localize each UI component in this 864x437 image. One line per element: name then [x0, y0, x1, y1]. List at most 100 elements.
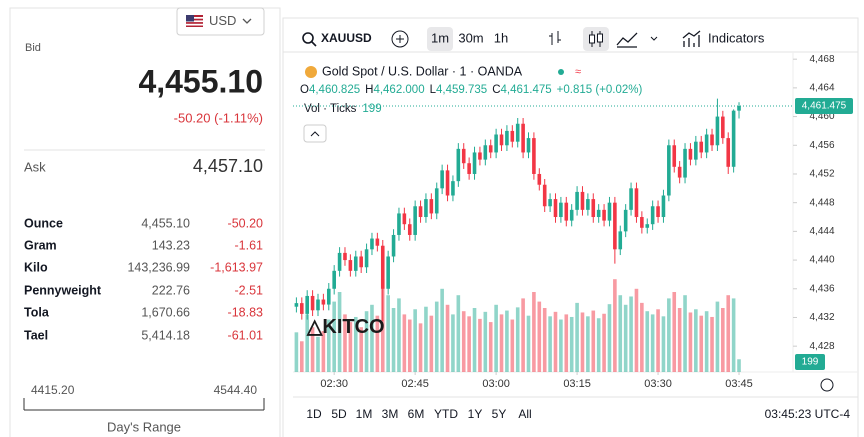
ohlc-key: L — [430, 84, 437, 96]
volume-bar — [737, 359, 741, 372]
symbol[interactable]: XAUUSD — [321, 31, 372, 45]
candle-body — [418, 206, 423, 218]
candle-body — [688, 148, 693, 160]
plus-icon — [396, 35, 404, 43]
volume-bar — [688, 312, 693, 372]
watermark-text: KITCO — [322, 316, 384, 338]
volume-bar — [418, 323, 423, 372]
volume-bar — [596, 318, 601, 372]
x-tick-label: 02:30 — [320, 378, 348, 390]
watermark-logo: △ — [306, 316, 323, 338]
range-bar — [23, 398, 265, 411]
chart-type-active[interactable] — [583, 27, 609, 51]
volume-bar — [353, 316, 358, 372]
candle-body — [526, 138, 531, 153]
currency-select[interactable] — [176, 7, 265, 36]
symbol-logo — [305, 66, 317, 78]
bid-label: Bid — [25, 42, 41, 54]
range-button[interactable]: 3M — [382, 407, 399, 421]
interval[interactable]: 30m — [458, 30, 483, 45]
range-button[interactable]: YTD — [434, 407, 458, 421]
area-icon[interactable] — [616, 32, 638, 48]
range-button[interactable]: 6M — [408, 407, 425, 421]
bid: 4,455.10 — [138, 63, 263, 99]
interval[interactable]: 1m — [431, 30, 449, 45]
volume-bar — [694, 309, 698, 372]
candle-body — [510, 130, 515, 142]
candle-body — [564, 202, 569, 221]
compare-button[interactable] — [391, 30, 409, 48]
candle-body — [359, 256, 363, 268]
range-button[interactable]: All — [518, 407, 531, 421]
indicators-button[interactable]: Indicators — [708, 30, 765, 45]
unit-name: Tola — [24, 305, 50, 319]
volume-bar — [483, 311, 488, 372]
y-tick-label: 4,428 — [809, 341, 834, 352]
chevron[interactable] — [650, 36, 658, 41]
unit-price: 5,414.18 — [141, 328, 190, 342]
volume-bar — [526, 315, 531, 372]
candle-icon — [597, 33, 603, 43]
interval[interactable]: 1h — [494, 30, 508, 45]
collapse-button[interactable] — [303, 124, 327, 143]
candle-body — [451, 181, 455, 196]
range-button[interactable]: 1D — [306, 407, 322, 421]
range-button[interactable]: 1Y — [468, 407, 483, 421]
x-tick-label: 02:45 — [401, 378, 429, 390]
candle-body — [445, 170, 450, 196]
volume-bar — [310, 327, 315, 372]
volume-legend: Vol · Ticks 199 — [304, 103, 382, 115]
chevron — [242, 18, 252, 24]
y-tick-label: 4,452 — [809, 169, 834, 180]
range-button[interactable]: 5Y — [492, 407, 507, 421]
volume-bar — [370, 304, 374, 372]
ohlc-value: 4,460.825 — [309, 84, 360, 96]
candle-body — [548, 199, 552, 207]
candle-body — [407, 224, 412, 235]
volume-bar — [505, 310, 509, 372]
ohlc-value: 4,462.000 — [373, 84, 424, 96]
volume-bar — [548, 316, 552, 372]
settings-button[interactable] — [820, 378, 834, 392]
candle-body — [310, 295, 315, 311]
candle-body — [726, 138, 731, 167]
candle-body — [618, 231, 623, 250]
volume-bar — [710, 316, 714, 372]
change: -50.20 (-1.11%) — [174, 110, 263, 125]
ohlc-change: +0.815 (+0.02%) — [557, 84, 643, 96]
candle-body — [316, 299, 320, 311]
candle-body — [656, 206, 660, 218]
candle-body — [537, 173, 542, 185]
clock: 03:45:23 UTC-4 — [765, 407, 851, 421]
range-button[interactable]: 1M — [356, 407, 373, 421]
y-tick-label: 4,440 — [809, 255, 834, 266]
currency: USD — [209, 13, 236, 28]
candle-body — [472, 152, 477, 174]
candle-body — [672, 145, 677, 167]
volume-value: 199 — [362, 103, 381, 115]
indicators-icon[interactable] — [682, 30, 701, 47]
unit-price: 143,236.99 — [127, 260, 190, 274]
volume-bar — [424, 306, 428, 372]
volume-bar — [634, 288, 639, 372]
ask: 4,457.10 — [193, 156, 263, 176]
unit-name: Gram — [24, 238, 57, 252]
candle-body — [575, 191, 579, 210]
candle-body — [429, 199, 434, 214]
unit-change: -1.61 — [235, 238, 264, 252]
volume-bar — [618, 295, 623, 372]
y-tick-label: 4,468 — [809, 54, 834, 65]
candle-body — [591, 199, 596, 218]
candle-body — [532, 138, 536, 174]
volume-bar — [532, 292, 536, 372]
status-dot — [558, 69, 564, 75]
range-button[interactable]: 5D — [331, 407, 347, 421]
unit-price: 143.23 — [152, 238, 190, 252]
volume-bar — [386, 295, 390, 372]
candle-body — [542, 184, 547, 207]
unit-change: -50.20 — [228, 216, 263, 230]
unit-change: -18.83 — [228, 305, 263, 319]
unit-price: 222.76 — [152, 283, 190, 297]
bar-icon[interactable] — [549, 31, 561, 45]
